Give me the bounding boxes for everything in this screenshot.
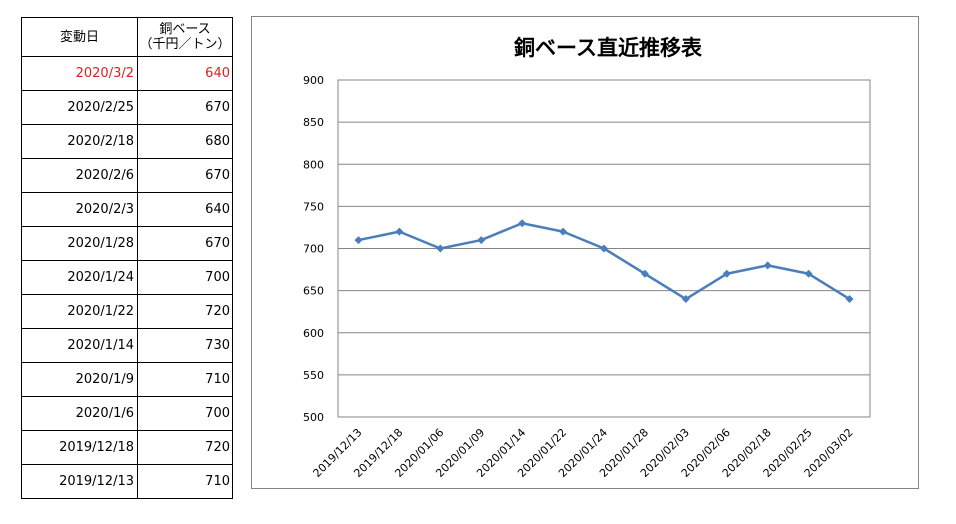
x-axis-ticks: 2019/12/132019/12/182020/01/062020/01/09… xyxy=(311,426,856,480)
row-date: 2020/1/14 xyxy=(21,328,138,363)
data-point-marker xyxy=(436,244,445,253)
table-header-row: 変動日 銅ベース （千円／トン） xyxy=(21,17,233,57)
data-point-marker xyxy=(722,269,731,278)
data-point-marker xyxy=(640,269,649,278)
row-price: 670 xyxy=(137,90,233,125)
y-tick-label: 850 xyxy=(303,116,324,129)
row-date: 2020/1/9 xyxy=(21,362,138,397)
y-tick-label: 500 xyxy=(303,411,324,424)
series-line-group xyxy=(354,219,854,304)
y-tick-label: 800 xyxy=(303,158,324,171)
row-price: 670 xyxy=(137,158,233,193)
row-date: 2020/2/6 xyxy=(21,158,138,193)
y-tick-label: 550 xyxy=(303,369,324,382)
data-point-marker xyxy=(354,236,363,245)
data-point-marker xyxy=(395,227,404,236)
plot-area-frame xyxy=(337,79,871,418)
y-tick-label: 900 xyxy=(303,74,324,87)
row-date: 2020/1/22 xyxy=(21,294,138,329)
table-row: 2020/2/6 670 xyxy=(21,158,233,193)
row-price: 670 xyxy=(137,226,233,261)
line-chart: 銅ベース直近推移表 500 550 600 650 700 750 800 850 900 20… xyxy=(303,36,871,480)
table-row: 2020/1/9 710 xyxy=(21,362,233,397)
data-point-marker xyxy=(477,236,486,245)
data-point-marker xyxy=(600,244,608,253)
header-price: 銅ベース （千円／トン） xyxy=(137,17,233,57)
row-date: 2020/1/28 xyxy=(21,226,138,261)
data-point-marker xyxy=(804,269,813,278)
y-tick-label: 650 xyxy=(303,285,324,298)
price-table: 変動日 銅ベース （千円／トン） 2020/3/2 640 2020/2/25 670 2… xyxy=(21,17,233,499)
y-tick-label: 750 xyxy=(303,200,324,213)
data-point-marker xyxy=(763,261,772,270)
chart-area: 銅ベース直近推移表 500 550 600 650 700 750 800 850 900 20… xyxy=(251,16,919,489)
table-row: 2020/2/18 680 xyxy=(21,124,233,159)
header-date: 変動日 xyxy=(21,17,138,57)
table-row: 2020/1/28 670 xyxy=(21,226,233,261)
row-price: 640 xyxy=(137,192,233,227)
row-price: 700 xyxy=(137,260,233,295)
y-axis-ticks: 500 550 600 650 700 750 800 850 900 xyxy=(303,74,324,424)
row-price: 730 xyxy=(137,328,233,363)
row-date: 2019/12/13 xyxy=(21,464,138,499)
row-price: 710 xyxy=(137,362,233,397)
header-price-line1: 銅ベース xyxy=(159,22,211,37)
data-point-marker xyxy=(559,227,568,236)
table-row: 2019/12/13 710 xyxy=(21,464,233,499)
table-row: 2020/1/22 720 xyxy=(21,294,233,329)
table-row: 2020/2/3 640 xyxy=(21,192,233,227)
row-date: 2020/3/2 xyxy=(21,56,138,91)
data-point-marker xyxy=(518,219,527,228)
chart-title: 銅ベース直近推移表 xyxy=(514,36,703,60)
row-price: 680 xyxy=(137,124,233,159)
data-point-marker xyxy=(681,295,690,304)
row-price: 720 xyxy=(137,294,233,329)
row-date: 2020/1/6 xyxy=(21,396,138,431)
row-price: 640 xyxy=(137,56,233,91)
row-price: 720 xyxy=(137,430,233,465)
row-date: 2020/2/3 xyxy=(21,192,138,227)
y-tick-label: 600 xyxy=(303,327,324,340)
table-row: 2020/1/6 700 xyxy=(21,396,233,431)
table-row: 2020/2/25 670 xyxy=(21,90,233,125)
data-point-marker xyxy=(845,295,854,304)
row-date: 2020/2/18 xyxy=(21,124,138,159)
y-tick-label: 700 xyxy=(303,243,324,256)
header-price-line2: （千円／トン） xyxy=(139,37,231,52)
table-row: 2020/1/14 730 xyxy=(21,328,233,363)
table-row: 2020/1/24 700 xyxy=(21,260,233,295)
row-date: 2020/2/25 xyxy=(21,90,138,125)
row-price: 700 xyxy=(137,396,233,431)
row-price: 710 xyxy=(137,464,233,499)
table-row: 2020/3/2 640 xyxy=(21,56,233,91)
series-line xyxy=(358,221,851,301)
table-row: 2019/12/18 720 xyxy=(21,430,233,465)
row-date: 2019/12/18 xyxy=(21,430,138,465)
row-date: 2020/1/24 xyxy=(21,260,138,295)
